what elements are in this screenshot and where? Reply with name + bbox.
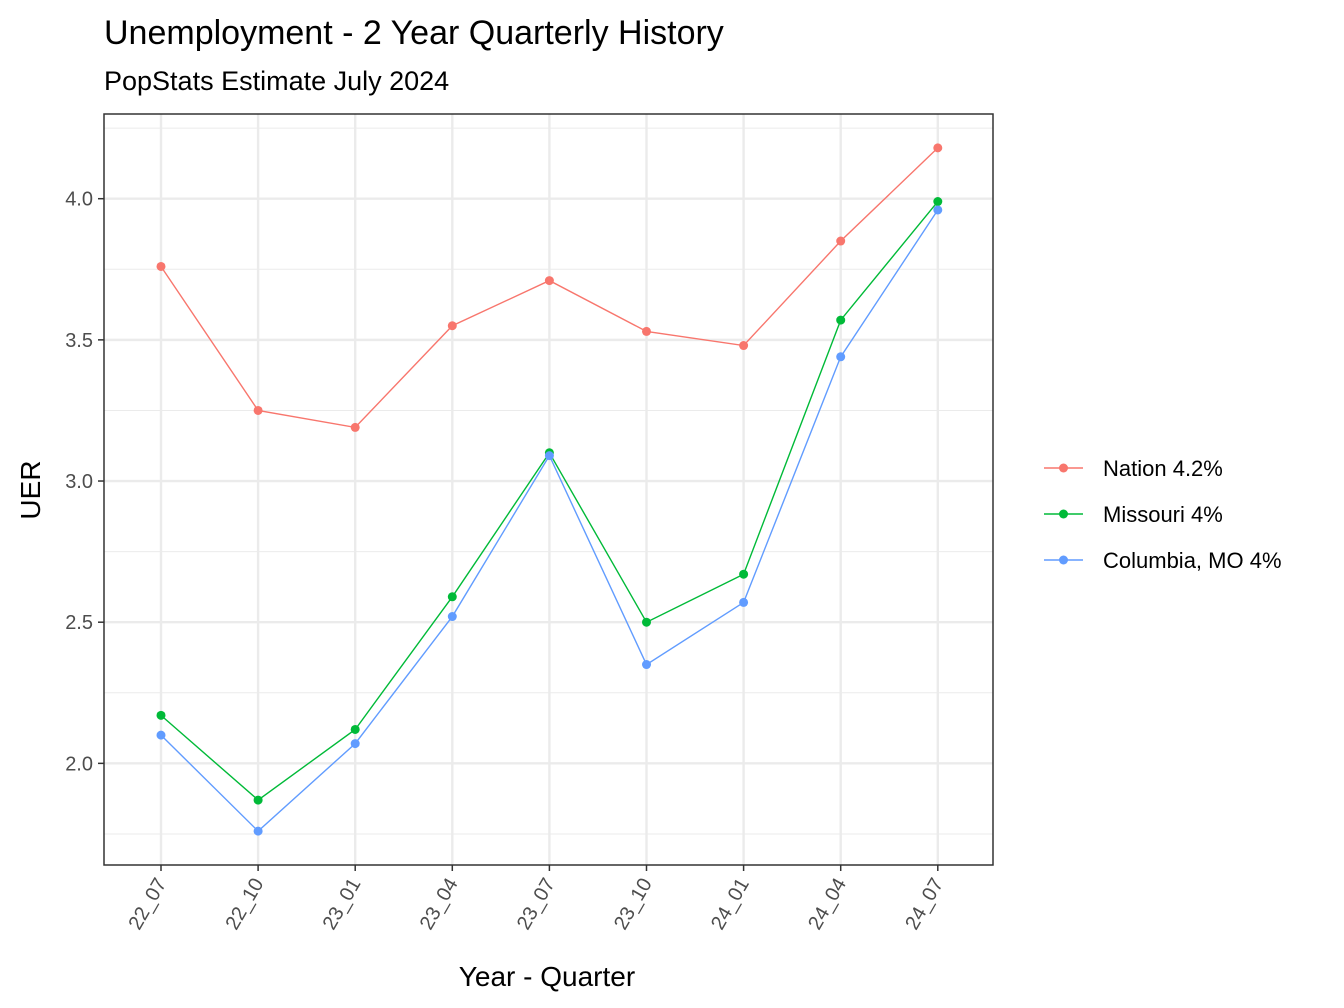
- legend-item: Nation 4.2%: [1044, 456, 1223, 481]
- x-tick-label: 23_07: [513, 875, 560, 934]
- plot-border: [103, 113, 994, 866]
- chart-subtitle: PopStats Estimate July 2024: [104, 66, 449, 96]
- data-point: [156, 261, 166, 271]
- x-tick-label: 23_10: [610, 875, 657, 934]
- data-point: [836, 236, 846, 246]
- y-tick-label: 4.0: [65, 189, 93, 211]
- y-axis: 2.0 2.5 3.0 3.5 4.0: [65, 189, 104, 775]
- plot-panel: [103, 113, 994, 866]
- data-point: [836, 352, 846, 362]
- x-tick-label: 23_01: [319, 875, 366, 934]
- legend-item: Columbia, MO 4%: [1044, 548, 1282, 573]
- legend-key-point: [1059, 509, 1068, 519]
- x-tick-label: 24_01: [707, 875, 754, 934]
- x-tick-label: 22_07: [124, 875, 171, 934]
- legend-key-point: [1059, 555, 1068, 565]
- data-point: [156, 710, 166, 720]
- data-point: [836, 315, 846, 325]
- data-point: [350, 724, 360, 734]
- data-point: [739, 597, 749, 607]
- data-point: [447, 612, 457, 622]
- legend-item: Missouri 4%: [1044, 502, 1223, 527]
- data-point: [739, 569, 749, 579]
- data-point: [253, 405, 263, 415]
- data-point: [253, 826, 263, 836]
- x-axis: 22_07 22_10 23_01 23_04 23_07 23_10 24_01 24_04…: [124, 865, 948, 934]
- legend: Nation 4.2% Missouri 4% Columbia, MO 4%: [1044, 456, 1282, 573]
- data-point: [642, 660, 651, 670]
- grid-major: [104, 114, 993, 865]
- y-tick-label: 2.5: [65, 612, 93, 634]
- x-tick-label: 24_04: [804, 875, 851, 934]
- data-point: [350, 739, 360, 749]
- y-tick-label: 3.0: [65, 471, 93, 493]
- x-tick-label: 24_07: [901, 875, 948, 934]
- chart-title: Unemployment - 2 Year Quarterly History: [104, 14, 724, 52]
- legend-label: Missouri 4%: [1103, 502, 1223, 527]
- data-point: [350, 422, 360, 432]
- data-point: [447, 592, 457, 602]
- x-axis-title: Year - Quarter: [459, 961, 635, 992]
- legend-key-point: [1059, 463, 1068, 473]
- data-point: [253, 795, 263, 805]
- legend-label: Nation 4.2%: [1103, 456, 1223, 481]
- data-point: [933, 205, 943, 215]
- x-tick-label: 23_04: [416, 875, 463, 934]
- data-point: [447, 321, 457, 331]
- data-point: [933, 143, 943, 153]
- data-point: [544, 276, 554, 286]
- data-point: [739, 341, 749, 351]
- legend-label: Columbia, MO 4%: [1103, 548, 1282, 573]
- x-tick-label: 22_10: [222, 875, 269, 934]
- data-point: [642, 326, 651, 336]
- y-axis-title: UER: [15, 460, 46, 519]
- y-tick-label: 2.0: [65, 753, 93, 775]
- data-point: [933, 197, 943, 207]
- data-point: [642, 617, 651, 627]
- series-layer: [156, 143, 943, 836]
- y-tick-label: 3.5: [65, 330, 93, 352]
- data-point: [156, 730, 166, 740]
- data-point: [544, 451, 554, 461]
